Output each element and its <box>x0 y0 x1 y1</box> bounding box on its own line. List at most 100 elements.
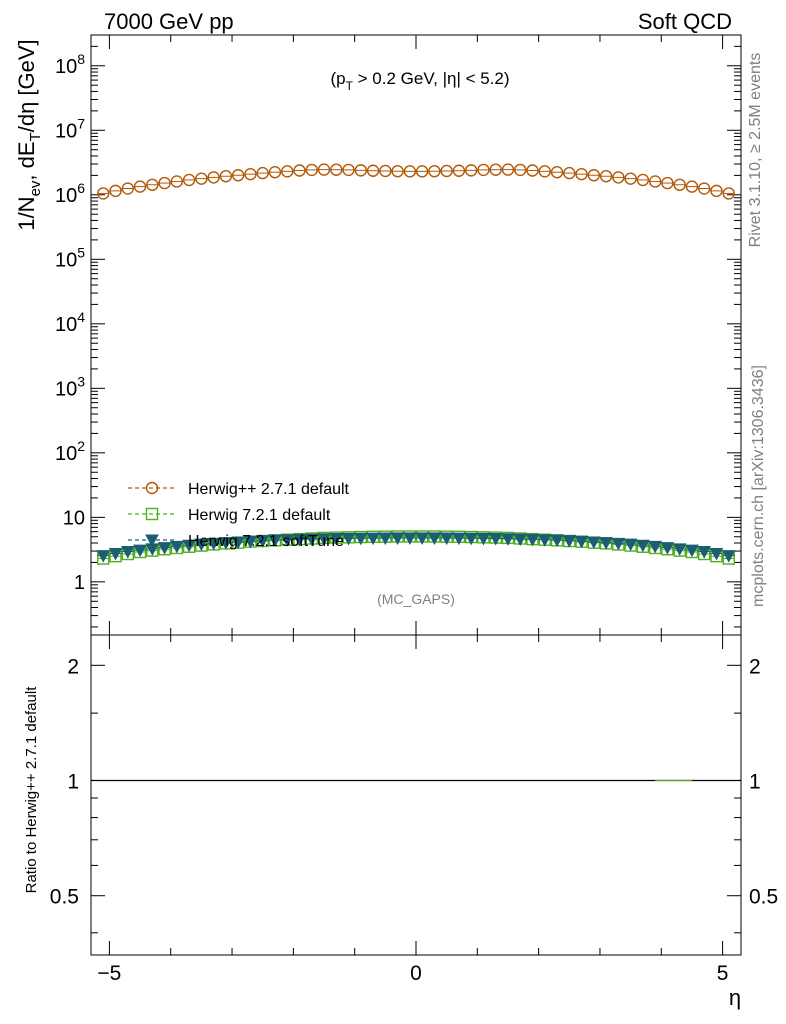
data-point <box>182 539 196 553</box>
data-point <box>611 537 626 551</box>
main-y-tick-label: 1 <box>74 572 85 594</box>
data-point <box>599 170 613 183</box>
data-point <box>366 164 380 177</box>
ratio-axis-ticks: 0.5 0.5 1 1 2 2 −5 0 5 <box>50 635 778 985</box>
data-point <box>550 166 564 179</box>
data-point <box>440 164 453 178</box>
data-point <box>685 180 699 193</box>
ratio-y-axis-title: Ratio to Herwig++ 2.7.1 default <box>23 686 40 894</box>
data-point <box>673 178 686 191</box>
data-point <box>709 548 724 561</box>
data-point <box>342 163 355 177</box>
data-point <box>612 171 625 184</box>
data-point <box>477 163 490 177</box>
data-point <box>721 550 736 563</box>
data-point <box>427 532 442 545</box>
rivet-version-note: Rivet 3.1.10, ≥ 2.5M events <box>747 53 764 248</box>
data-point <box>354 164 368 177</box>
data-point <box>464 164 478 177</box>
data-point <box>501 533 515 546</box>
data-point <box>207 171 220 184</box>
data-point <box>390 532 405 545</box>
data-point <box>170 540 184 554</box>
data-point <box>538 165 551 178</box>
data-point <box>403 165 417 178</box>
data-point <box>293 164 306 177</box>
data-point <box>281 165 294 178</box>
main-series-group <box>96 163 736 565</box>
x-tick-label: −5 <box>97 962 121 985</box>
data-point <box>501 163 515 176</box>
header-category: Soft QCD <box>638 9 732 34</box>
data-point <box>587 169 601 182</box>
data-point <box>636 539 650 553</box>
data-point <box>133 180 147 193</box>
mcplots-reference-note: mcplots.cern.ch [arXiv:1306.3436] <box>750 365 767 607</box>
data-point <box>244 167 257 181</box>
data-point <box>660 542 675 555</box>
data-point <box>366 532 380 546</box>
data-point <box>120 546 135 559</box>
data-point <box>575 167 588 181</box>
data-point <box>550 534 564 548</box>
data-point <box>317 533 331 546</box>
data-point <box>648 540 662 554</box>
data-point <box>329 532 344 546</box>
x-axis-title: η <box>729 985 741 1010</box>
data-point <box>304 533 319 547</box>
data-point <box>268 534 282 548</box>
data-point <box>231 169 245 182</box>
x-tick-label: 5 <box>717 962 729 985</box>
legend: Herwig++ 2.7.1 default Herwig 7.2.1 defau… <box>128 481 350 550</box>
data-point <box>379 164 392 178</box>
kinematic-cut-label: (pT > 0.2 GeV, |η| < 5.2) <box>330 69 509 93</box>
data-point <box>464 532 479 546</box>
main-y-tick-label: 10 <box>63 507 85 529</box>
legend-label: Herwig++ 2.7.1 default <box>188 481 350 498</box>
data-point <box>391 165 404 178</box>
data-point <box>562 535 577 548</box>
data-point <box>476 532 491 546</box>
ratio-plot-frame <box>90 634 742 956</box>
data-point <box>194 538 209 552</box>
data-point <box>317 163 331 176</box>
data-point <box>623 538 638 552</box>
data-point <box>292 533 307 547</box>
data-point <box>182 173 196 187</box>
data-point <box>219 537 233 550</box>
data-point <box>415 165 429 178</box>
data-point <box>97 187 110 200</box>
data-point <box>146 178 159 191</box>
data-point <box>403 532 417 545</box>
data-point <box>158 176 171 190</box>
ratio-y-tick-label: 1 <box>67 771 79 794</box>
data-point <box>109 184 122 198</box>
data-point <box>378 532 393 546</box>
data-point <box>157 542 172 555</box>
legend-label: Herwig 7.2.1 softTune <box>188 533 344 550</box>
data-point <box>722 187 735 200</box>
data-point <box>452 532 466 546</box>
main-y-tick-label: 106 <box>55 180 85 207</box>
main-y-tick-label: 107 <box>55 115 85 142</box>
data-point <box>452 164 466 177</box>
legend-marker <box>145 507 159 521</box>
data-point <box>108 548 123 561</box>
data-point <box>586 536 601 550</box>
data-point <box>672 543 687 556</box>
data-point <box>219 170 233 183</box>
header-energy: 7000 GeV pp <box>104 9 234 34</box>
data-point <box>698 182 711 195</box>
data-point <box>255 535 270 548</box>
main-y-tick-label: 103 <box>55 373 85 400</box>
data-point <box>341 532 356 546</box>
data-point <box>415 532 429 545</box>
data-point <box>489 163 502 176</box>
data-point <box>170 175 184 188</box>
data-point <box>661 176 674 190</box>
data-point <box>710 184 723 198</box>
data-point <box>685 544 699 558</box>
ratio-y-tick-label-right: 2 <box>749 655 761 678</box>
main-y-tick-label: 108 <box>55 51 85 78</box>
